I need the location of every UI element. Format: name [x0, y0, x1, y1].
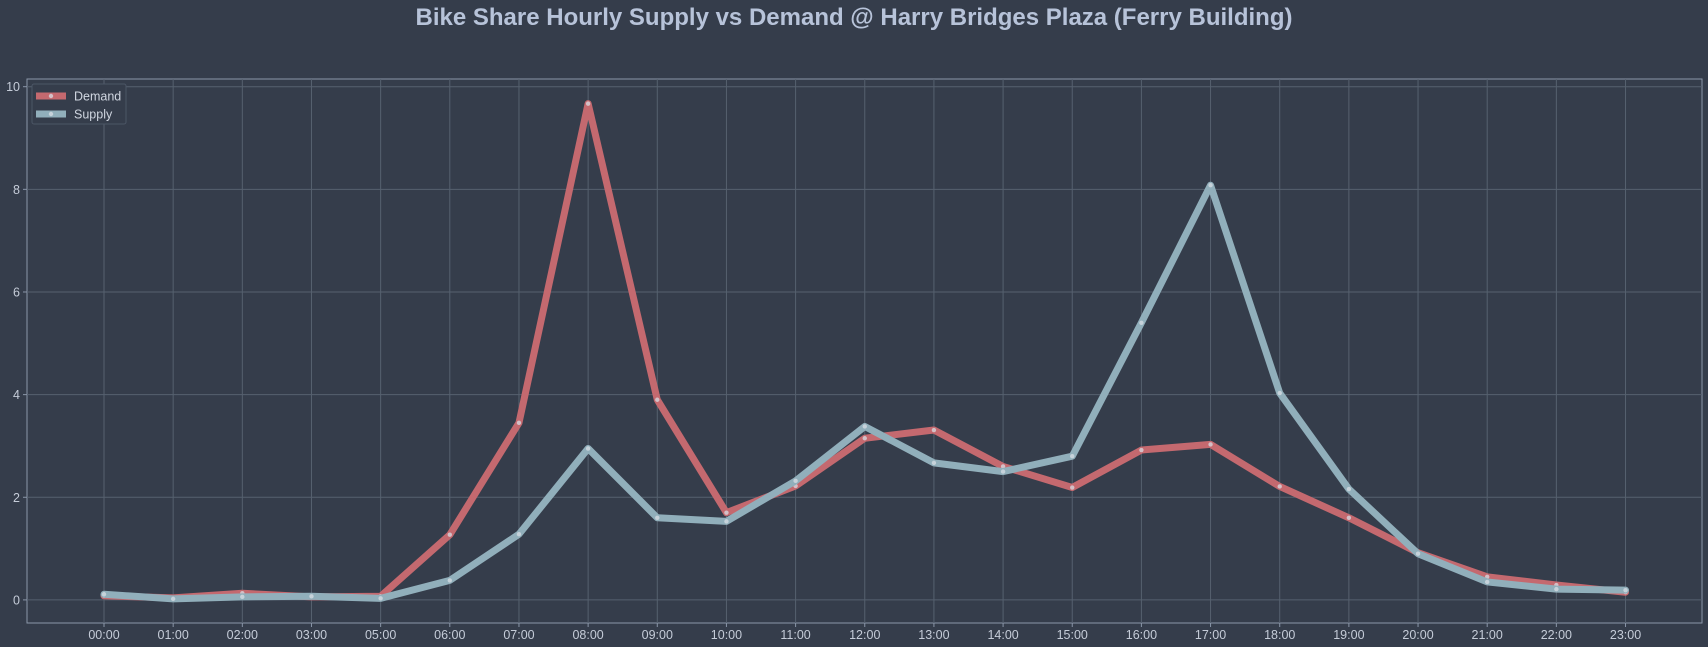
supply-data-point — [1623, 587, 1628, 593]
demand-data-point — [1277, 484, 1282, 489]
supply-data-point — [655, 515, 660, 520]
supply-data-point — [101, 592, 107, 597]
series-layer — [100, 100, 1630, 603]
x-tick-label: 00:00 — [88, 628, 119, 642]
x-tick-label: 18:00 — [1264, 628, 1295, 642]
supply-data-point — [516, 532, 522, 537]
y-tick-label: 8 — [13, 183, 20, 197]
supply-data-point — [1346, 486, 1352, 492]
chart-title: Bike Share Hourly Supply vs Demand @ Har… — [416, 4, 1293, 31]
y-tick-label: 0 — [13, 593, 20, 607]
x-tick-label: 11:00 — [780, 628, 810, 642]
supply-data-point — [724, 519, 729, 524]
demand-data-point — [931, 427, 937, 433]
demand-data-point — [1208, 442, 1213, 447]
supply-data-point — [862, 424, 867, 429]
y-tick-label: 10 — [6, 80, 20, 94]
x-tick-label: 09:00 — [642, 628, 673, 642]
supply-data-point — [1139, 320, 1144, 325]
supply-data-point — [1415, 551, 1421, 556]
x-tick-label: 02:00 — [227, 628, 258, 642]
supply-data-point — [1000, 469, 1006, 474]
demand-data-point — [862, 436, 867, 441]
x-tick-label: 22:00 — [1541, 628, 1572, 642]
demand-data-point — [1139, 447, 1144, 453]
y-tick-label: 6 — [13, 285, 20, 299]
x-tick-label: 21:00 — [1472, 628, 1503, 642]
demand-data-point — [516, 420, 522, 426]
supply-legend-marker — [48, 111, 54, 117]
supply-data-point — [931, 460, 937, 466]
x-tick-label: 07:00 — [503, 628, 534, 642]
demand-data-point — [1070, 485, 1075, 490]
x-tick-label: 14:00 — [987, 628, 1018, 642]
x-tick-label: 15:00 — [1057, 628, 1088, 642]
supply-data-point — [170, 596, 176, 602]
x-tick-label: 05:00 — [365, 628, 396, 642]
x-tick-label: 19:00 — [1333, 628, 1364, 642]
x-tick-label: 20:00 — [1402, 628, 1433, 642]
supply-data-point — [309, 594, 314, 599]
grid-lines — [27, 79, 1702, 623]
supply-data-point — [793, 478, 798, 484]
demand-data-point — [655, 397, 660, 402]
supply-data-point — [1070, 454, 1075, 459]
x-axis-ticks: 00:00 01:00 02:00 03:00 05:00 06:00 07:00 08:00… — [88, 623, 1641, 642]
x-tick-label: 10:00 — [711, 628, 742, 642]
supply-legend-label: Supply — [74, 108, 113, 122]
supply-data-point — [1277, 390, 1282, 396]
y-tick-label: 4 — [13, 388, 20, 402]
y-tick-label: 2 — [13, 491, 20, 505]
x-tick-label: 12:00 — [849, 628, 880, 642]
x-tick-label: 03:00 — [296, 628, 327, 642]
x-tick-label: 01:00 — [158, 628, 189, 642]
supply-data-point — [447, 578, 452, 583]
x-tick-label: 13:00 — [918, 628, 949, 642]
demand-data-point — [447, 532, 452, 537]
supply-data-point — [378, 596, 383, 601]
x-tick-label: 17:00 — [1195, 628, 1226, 642]
demand-data-point — [724, 510, 729, 515]
x-tick-label: 23:00 — [1610, 628, 1641, 642]
supply-data-point — [1208, 183, 1213, 188]
supply-data-point — [1485, 579, 1490, 585]
demand-data-point — [1346, 515, 1352, 520]
y-axis-ticks: 0 2 4 6 8 10 — [6, 80, 27, 607]
x-tick-label: 16:00 — [1126, 628, 1157, 642]
demand-legend-marker — [48, 93, 54, 99]
legend: Demand Supply — [31, 83, 127, 125]
x-tick-label: 08:00 — [572, 628, 603, 642]
demand-data-point — [1000, 464, 1006, 469]
supply-data-point — [1554, 586, 1559, 592]
supply-data-point — [240, 594, 245, 600]
demand-data-point — [585, 101, 591, 106]
demand-legend-label: Demand — [74, 90, 121, 104]
x-tick-label: 06:00 — [434, 628, 465, 642]
supply-data-point — [585, 446, 591, 451]
